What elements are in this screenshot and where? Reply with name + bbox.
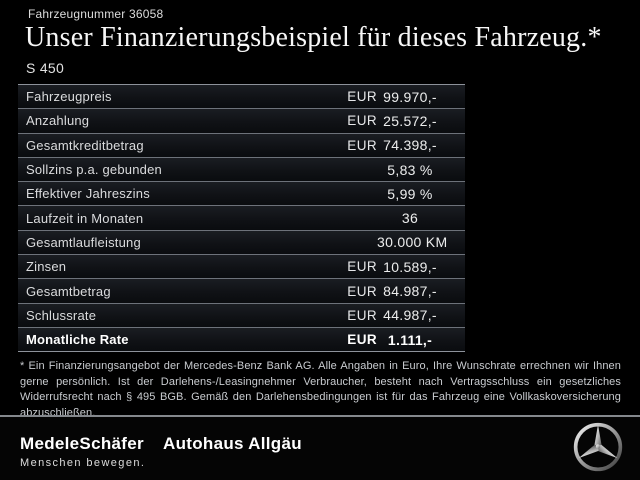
- table-row: Laufzeit in Monaten 36: [18, 206, 465, 231]
- footnote-text: * Ein Finanzierungsangebot der Mercedes-…: [20, 360, 621, 419]
- row-label: Gesamtbetrag: [26, 283, 111, 299]
- table-row: Sollzins p.a. gebunden 5,83 %: [18, 157, 465, 183]
- row-value: 1.111,-: [387, 331, 433, 348]
- row-currency: EUR: [347, 137, 377, 153]
- table-row: Zinsen EUR 10.589,-: [18, 255, 465, 280]
- row-currency: EUR: [347, 332, 377, 348]
- row-value: 36: [401, 210, 419, 227]
- table-row: Fahrzeugpreis EUR 99.970,-: [18, 85, 465, 110]
- row-currency: EUR: [347, 113, 377, 129]
- row-value: 99.970,-: [383, 88, 437, 105]
- table-row: Effektiver Jahreszins 5,99 %: [18, 182, 465, 207]
- footer-bar: [0, 417, 640, 480]
- row-value: 5,83 %: [387, 161, 433, 178]
- table-row: Anzahlung EUR 25.572,-: [18, 109, 465, 134]
- dealer-logo: MedeleSchäfer: [20, 434, 144, 453]
- row-label: Schlussrate: [26, 307, 97, 323]
- row-currency: EUR: [347, 259, 377, 275]
- row-label: Monatliche Rate: [26, 332, 129, 348]
- row-value: 74.398,-: [383, 137, 437, 154]
- row-value: 5,99 %: [387, 185, 433, 202]
- dealer-name-secondary: Autohaus Allgäu: [163, 434, 302, 453]
- row-value: 84.987,-: [383, 283, 437, 300]
- row-value: 44.987,-: [383, 307, 437, 324]
- row-label: Effektiver Jahreszins: [26, 186, 150, 202]
- row-label: Anzahlung: [26, 113, 90, 129]
- row-label: Fahrzeugpreis: [26, 89, 112, 105]
- table-row: Schlussrate EUR 44.987,-: [18, 303, 465, 328]
- row-label: Gesamtkreditbetrag: [26, 137, 144, 153]
- row-value: 30.000 KM: [377, 234, 448, 251]
- dealer-slogan: Menschen bewegen.: [20, 457, 146, 469]
- row-label: Zinsen: [26, 259, 67, 275]
- row-label: Gesamtlaufleistung: [26, 234, 141, 250]
- row-currency: EUR: [347, 283, 377, 299]
- row-value: 25.572,-: [383, 112, 437, 129]
- row-value: 10.589,-: [383, 258, 437, 275]
- row-label: Sollzins p.a. gebunden: [26, 162, 162, 178]
- model-name: S 450: [26, 60, 65, 76]
- finance-table: Fahrzeugpreis EUR 99.970,- Anzahlung EUR 25.5…: [18, 84, 465, 353]
- row-currency: EUR: [347, 307, 377, 323]
- table-row: Gesamtkreditbetrag EUR 74.398,-: [18, 133, 465, 158]
- table-row: Gesamtlaufleistung 30.000 KM: [18, 230, 465, 256]
- row-currency: EUR: [347, 89, 377, 105]
- table-row: Monatliche Rate EUR 1.111,-: [18, 327, 465, 353]
- footer-divider: [0, 415, 640, 417]
- page-title: Unser Finanzierungsbeispiel für dieses F…: [25, 22, 602, 53]
- vehicle-number: Fahrzeugnummer 36058: [28, 7, 164, 21]
- row-label: Laufzeit in Monaten: [26, 210, 144, 226]
- mercedes-star-icon: [573, 422, 623, 472]
- table-row: Gesamtbetrag EUR 84.987,-: [18, 279, 465, 304]
